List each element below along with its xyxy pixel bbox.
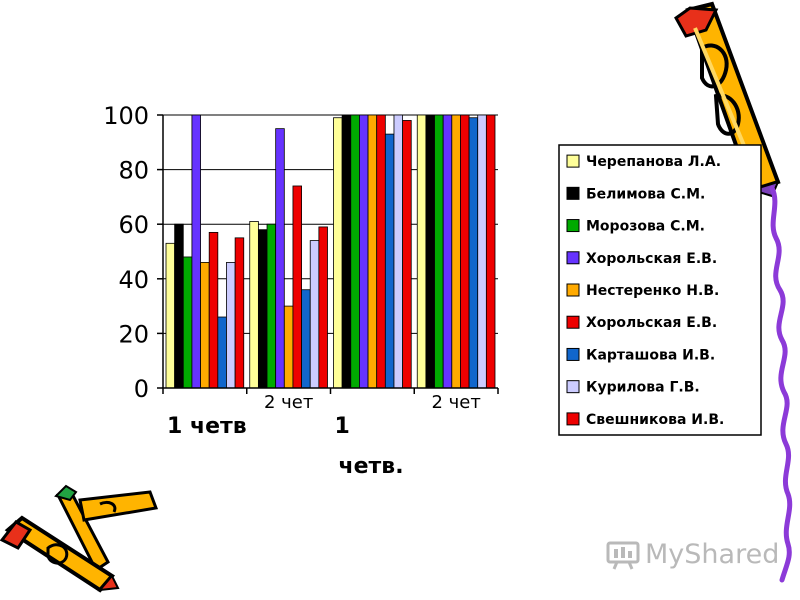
legend-swatch — [566, 219, 580, 233]
bar-chart: 0 20 40 60 80 100 2 чет 2 чет 1 четв 1 четв. Чере… — [103, 102, 762, 479]
bar — [341, 114, 352, 389]
bar — [208, 231, 219, 389]
bar — [359, 114, 369, 389]
bar — [367, 114, 378, 389]
bar — [442, 114, 453, 389]
x-axis-labels: 2 чет 2 чет 1 четв 1 четв. — [167, 392, 481, 479]
bar — [301, 289, 311, 389]
bar — [249, 221, 259, 389]
bar — [384, 133, 395, 389]
bar — [226, 262, 236, 389]
legend-swatch — [566, 283, 580, 297]
y-tick-label: 40 — [118, 266, 149, 294]
bar — [217, 316, 227, 389]
bar — [283, 305, 294, 389]
y-tick-label: 0 — [134, 375, 149, 403]
legend-label: Карташова И.В. — [586, 347, 715, 363]
bar — [451, 114, 461, 389]
bar — [200, 262, 210, 389]
legend-swatch — [566, 186, 580, 200]
bar — [275, 128, 285, 389]
x-tick-label: 1 — [335, 414, 350, 439]
legend-label: Свешникова И.В. — [586, 412, 724, 428]
y-tick-label: 20 — [118, 320, 149, 348]
bar — [485, 114, 496, 389]
bar — [318, 226, 328, 389]
legend-label: Черепанова Л.А. — [586, 154, 721, 170]
legend-label: Белимова С.М. — [586, 186, 705, 202]
y-tick-label: 80 — [118, 157, 149, 185]
x-tick-label: 2 чет — [431, 392, 480, 413]
legend-swatch — [566, 251, 580, 265]
x-tick-label: 1 четв — [167, 414, 247, 439]
x-tick-label: четв. — [339, 454, 404, 479]
bar — [477, 114, 487, 389]
bar — [191, 114, 201, 389]
bar — [416, 114, 427, 389]
bar — [333, 117, 343, 389]
bar — [165, 242, 176, 389]
bar — [292, 185, 302, 389]
bar — [309, 240, 320, 389]
bar — [425, 114, 435, 389]
legend-box — [558, 144, 762, 436]
bar — [234, 237, 245, 389]
crayon-top-right-icon — [674, 1, 781, 198]
axes — [162, 115, 499, 394]
bar — [257, 229, 268, 389]
legend-swatch — [566, 154, 580, 168]
myshared-logo-icon — [606, 541, 640, 570]
legend-swatch — [566, 315, 580, 329]
y-tick-label: 60 — [118, 211, 149, 239]
bar — [182, 256, 193, 389]
legend-label: Хорольская Е.В. — [586, 251, 717, 267]
x-tick-label: 2 чет — [264, 392, 313, 413]
purple-scribble — [769, 185, 793, 583]
legend-swatch — [566, 347, 580, 361]
bar — [266, 223, 277, 389]
bar — [350, 114, 360, 389]
bar — [402, 120, 412, 389]
bar — [434, 114, 444, 389]
bar — [393, 114, 404, 389]
legend-swatch — [566, 412, 580, 426]
bar — [376, 114, 386, 389]
y-axis-ticks: 0 20 40 60 80 100 — [103, 102, 163, 403]
legend-label: Хорольская Е.В. — [586, 315, 717, 331]
legend: Черепанова Л.А. Белимова С.М. Морозова С.М… — [558, 144, 762, 436]
legend-label: Нестеренко Н.В. — [586, 283, 719, 299]
watermark: MyShared — [605, 536, 779, 572]
bars — [165, 114, 496, 389]
crayons-bottom-left-icon — [0, 484, 159, 593]
y-tick-label: 100 — [103, 102, 149, 130]
bar — [468, 117, 479, 389]
bar — [174, 223, 184, 389]
bar — [460, 114, 470, 389]
legend-swatch — [566, 380, 580, 394]
legend-label: Морозова С.М. — [586, 219, 705, 235]
legend-label: Курилова Г.В. — [586, 380, 700, 396]
watermark-text: MyShared — [645, 538, 780, 570]
